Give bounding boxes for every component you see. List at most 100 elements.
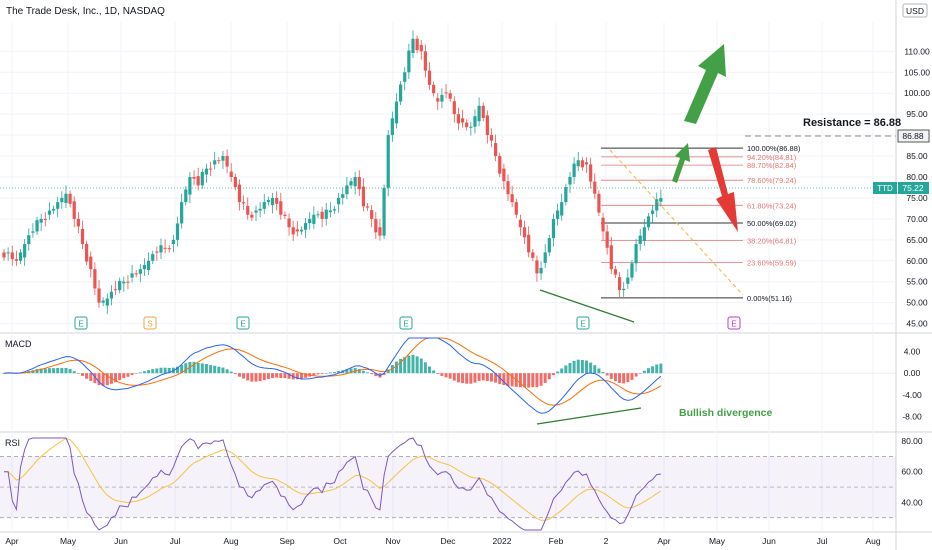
macd-tick-label: 0.00	[904, 368, 921, 378]
macd-histogram-bar	[659, 363, 663, 374]
rsi-pane	[0, 437, 896, 531]
price-tick-label: 55.00	[906, 277, 928, 287]
candle-body	[312, 214, 316, 224]
candle-body	[634, 244, 638, 264]
macd-trendline[interactable]	[536, 407, 642, 425]
macd-histogram-bar	[221, 367, 225, 374]
candle-body	[76, 218, 80, 227]
candle-body	[316, 214, 320, 216]
macd-histogram-bar	[510, 373, 514, 387]
macd-histogram-bar	[2, 373, 6, 374]
macd-histogram-bar	[638, 373, 642, 374]
macd-histogram-bar	[428, 366, 432, 374]
macd-histogram-bar	[419, 358, 423, 374]
macd-histogram-bar	[634, 373, 638, 377]
candle-body	[213, 160, 217, 165]
macd-histogram-bar	[262, 373, 266, 381]
earnings-marker[interactable]	[727, 316, 741, 330]
candle-body	[630, 263, 634, 278]
currency-badge[interactable]: USD	[902, 3, 928, 18]
macd-histogram-bar	[576, 359, 580, 374]
projection-dashed-line[interactable]	[609, 149, 744, 296]
macd-histogram-bar	[345, 369, 349, 374]
candle-body	[353, 177, 357, 187]
drawing-tools[interactable]	[0, 44, 896, 425]
candle-body	[126, 281, 130, 283]
candle-body	[320, 211, 324, 219]
currency-label: USD	[906, 6, 924, 16]
time-tick-label: Apr	[657, 536, 670, 546]
candle-body	[394, 101, 399, 124]
macd-histogram-bar	[60, 367, 64, 374]
price-tick-label: 100.00	[904, 88, 930, 98]
candle-body	[568, 177, 572, 185]
earnings-marker[interactable]	[399, 316, 413, 330]
time-axis[interactable]: Apr May Jun Jul Aug Sep Oct Nov Dec 2022 Feb 2 Apr Ma…	[5, 536, 880, 546]
macd-histogram-bar	[196, 362, 200, 374]
macd-histogram-bar	[101, 373, 105, 386]
earnings-marker[interactable]	[576, 316, 590, 330]
macd-histogram-bar	[163, 367, 167, 374]
macd-histogram-bar	[105, 373, 109, 386]
macd-histogram-bar	[527, 373, 531, 388]
candle-body	[303, 223, 308, 230]
candle-body	[469, 126, 473, 128]
price-tick-label: 80.00	[906, 172, 928, 182]
candle-body	[31, 231, 35, 233]
bullish-divergence-annotation[interactable]: Bullish divergence	[679, 407, 773, 419]
candle-body	[299, 229, 304, 232]
last-price-value: 75.22	[902, 183, 924, 193]
macd-histogram-bar	[361, 370, 365, 374]
candle-body	[419, 45, 423, 52]
time-tick-label: Aug	[865, 536, 880, 546]
fibonacci-retracement[interactable]: 100.00%(86.88)94.20%(84.81)88.70%(82.84)…	[601, 144, 801, 303]
macd-histogram-bar	[39, 368, 43, 374]
rsi-tick-label: 60.00	[901, 467, 923, 477]
candle-body	[109, 291, 114, 299]
macd-histogram-bar	[167, 367, 171, 374]
macd-histogram-bar	[147, 370, 151, 374]
resistance-annotation[interactable]: Resistance = 86.88	[803, 117, 901, 129]
earnings-marker[interactable]	[236, 316, 250, 330]
macd-histogram-bar	[489, 373, 493, 382]
rsi-ma-line	[4, 437, 662, 521]
candle-body	[130, 273, 134, 278]
candle-body	[328, 210, 332, 213]
earnings-marker[interactable]	[143, 316, 157, 330]
price-trendline[interactable]	[539, 289, 635, 323]
candle-body	[6, 252, 10, 254]
candlestick-series	[2, 30, 663, 314]
price-axis[interactable]: 45.00 50.00 55.00 60.00 65.00 70.00 75.00 80.00…	[901, 46, 930, 507]
macd-histogram-bar	[593, 365, 597, 374]
candle-body	[543, 252, 547, 263]
macd-histogram-bar	[122, 373, 126, 379]
macd-histogram-bar	[551, 373, 555, 376]
candle-body	[262, 202, 266, 209]
candle-body	[308, 218, 312, 224]
macd-histogram-bar	[283, 373, 287, 379]
macd-histogram-bar	[469, 373, 473, 384]
earnings-marker[interactable]	[74, 316, 88, 330]
macd-histogram-bar	[271, 373, 275, 379]
price-tick-label: 65.00	[906, 235, 928, 245]
macd-histogram-bar	[370, 373, 374, 375]
macd-histogram-bar	[485, 373, 489, 382]
macd-histogram-bar	[456, 373, 460, 383]
candle-body	[51, 208, 56, 211]
earnings-marker-label: E	[240, 320, 245, 329]
red-arrow-down[interactable]	[708, 147, 738, 232]
candle-body	[617, 277, 622, 291]
macd-histogram-bar	[159, 367, 163, 374]
candle-body	[465, 122, 469, 128]
candle-body	[539, 267, 543, 274]
symbol-title[interactable]: The Trade Desk, Inc., 1D, NASDAQ	[6, 6, 165, 17]
macd-histogram-bar	[209, 365, 213, 374]
green-arrow-large[interactable]	[684, 44, 726, 124]
candle-body	[146, 260, 151, 270]
macd-histogram-bar	[651, 366, 655, 374]
candle-body	[555, 210, 560, 219]
candle-body	[535, 260, 539, 274]
green-arrow-small[interactable]	[672, 143, 690, 183]
candle-body	[572, 163, 576, 177]
